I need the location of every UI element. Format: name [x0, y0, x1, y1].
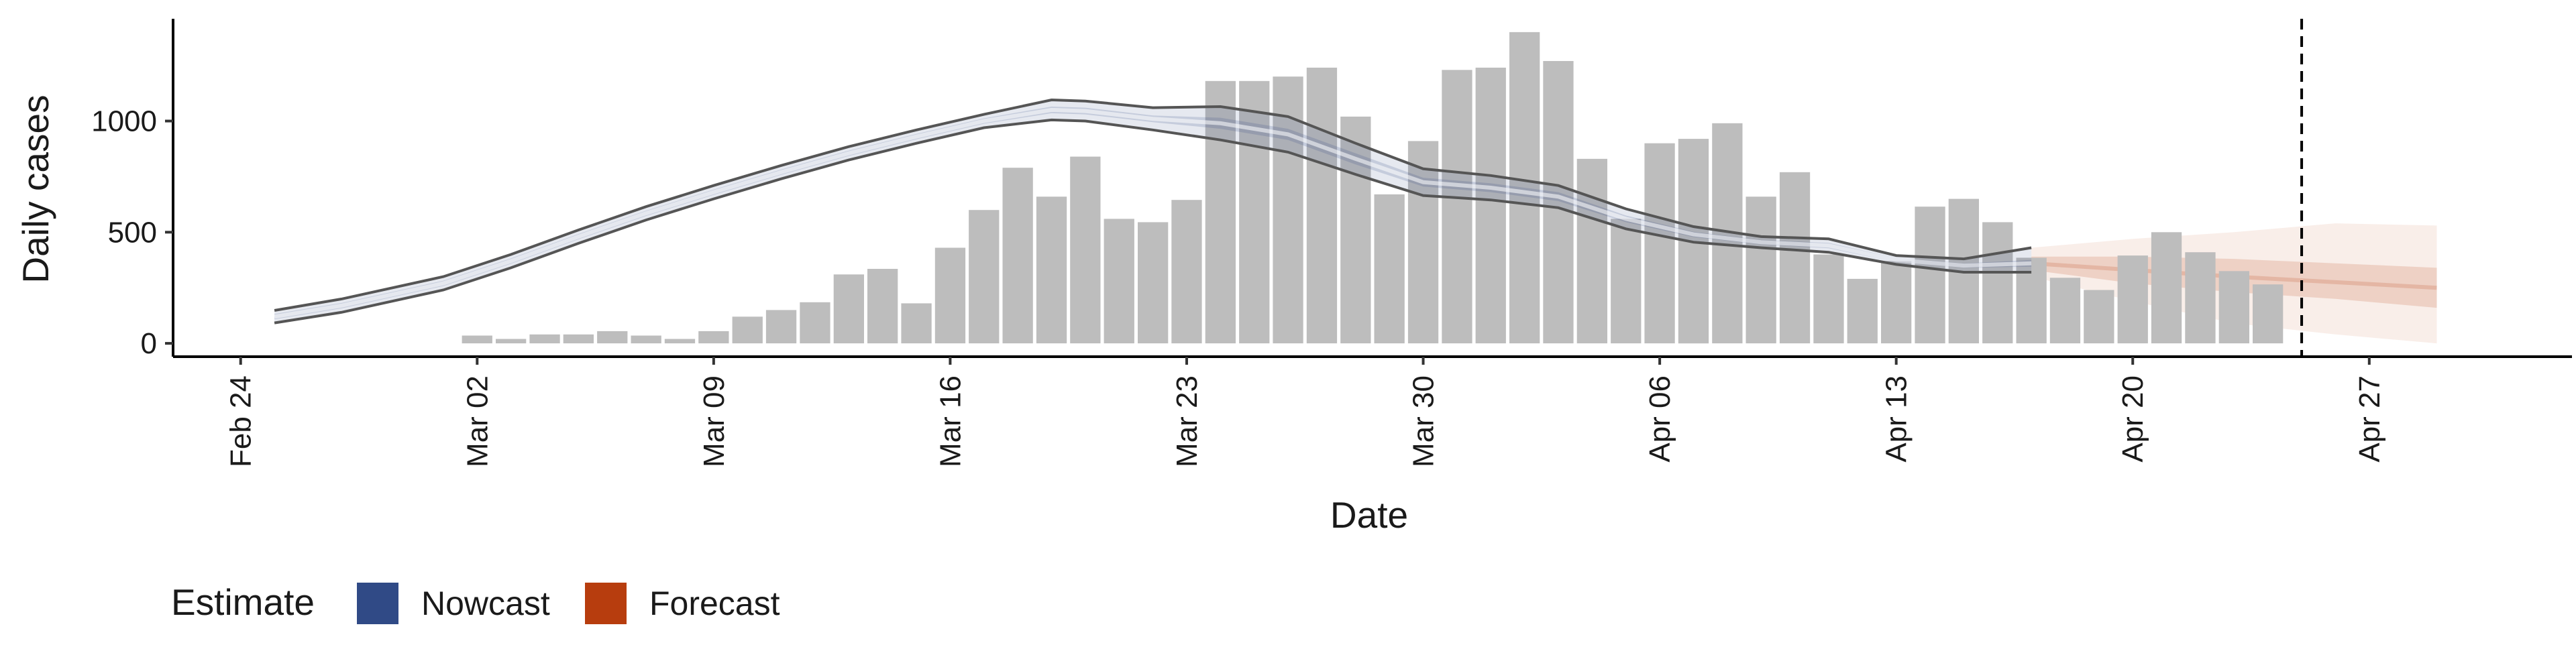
bar: [1171, 200, 1202, 344]
bar: [462, 335, 492, 344]
nowcast-median-line: [274, 107, 2032, 319]
bar: [1239, 80, 1270, 344]
bar: [833, 274, 864, 344]
bar: [2117, 255, 2148, 344]
bar: [1881, 261, 1912, 344]
bar: [1915, 207, 1945, 344]
legend: Estimate Nowcast Forecast: [171, 581, 780, 624]
nowcast-upper-bound-line: [274, 98, 2032, 312]
x-tick-label: Mar 23: [1171, 375, 1203, 467]
y-tick-label: 1000: [91, 105, 157, 138]
bar: [1306, 67, 1338, 344]
legend-label-nowcast: Nowcast: [421, 585, 550, 622]
x-tick-label: Apr 20: [2116, 375, 2149, 463]
bar: [934, 247, 966, 344]
bar: [1475, 67, 1506, 344]
x-tick-label: Apr 27: [2353, 375, 2386, 463]
bar: [2151, 232, 2182, 344]
x-tick-label: Apr 06: [1644, 375, 1676, 463]
y-axis-title: Daily cases: [15, 95, 56, 283]
bar: [1746, 196, 1776, 344]
bar: [969, 210, 1000, 344]
x-tick-label: Feb 24: [225, 375, 258, 467]
y-tick-label: 0: [141, 327, 157, 360]
bar: [1374, 194, 1405, 344]
bar: [496, 339, 527, 344]
x-tick-label: Mar 02: [461, 375, 494, 467]
bar: [1070, 156, 1101, 344]
legend-key-forecast: [585, 583, 627, 624]
bar: [1509, 32, 1540, 344]
bar: [1442, 70, 1472, 344]
bars-layer: [462, 32, 2284, 344]
bar: [1611, 219, 1642, 344]
bar: [1104, 219, 1134, 344]
bar: [1847, 278, 1878, 344]
x-tick-label: Mar 30: [1407, 375, 1440, 467]
bar: [1779, 172, 1811, 344]
x-axis-title: Date: [1330, 494, 1408, 536]
bar: [1543, 61, 1574, 344]
bar: [1138, 222, 1169, 344]
legend-key-nowcast: [357, 583, 398, 624]
bar: [2253, 284, 2284, 344]
bar: [2218, 271, 2249, 344]
bar: [1036, 196, 1067, 344]
bar: [1002, 168, 1033, 344]
bar: [1982, 222, 2013, 344]
bar: [698, 331, 729, 344]
nowcast-layer: [274, 98, 2032, 325]
nowcast-lower-bound-line: [274, 118, 2032, 325]
bar: [901, 303, 932, 344]
bar: [664, 339, 696, 344]
x-tick-label: Apr 13: [1880, 375, 1913, 463]
bar: [1576, 158, 1607, 344]
bar: [563, 334, 594, 344]
y-tick-label: 500: [108, 216, 157, 249]
bar: [1407, 141, 1439, 344]
bar: [597, 331, 628, 344]
bar: [529, 334, 560, 344]
bar: [800, 302, 830, 344]
bar: [2185, 252, 2216, 344]
x-axis-ticks: Feb 24 Mar 02 Mar 09 Mar 16 Mar 23 Mar 30 Apr …: [225, 357, 2386, 467]
bar: [1644, 143, 1675, 344]
x-tick-label: Mar 16: [934, 375, 967, 467]
bar: [1813, 254, 1844, 344]
bar: [765, 310, 797, 344]
x-tick-label: Mar 09: [698, 375, 731, 467]
legend-title: Estimate: [171, 581, 315, 623]
legend-label-forecast: Forecast: [649, 585, 780, 622]
bar: [2084, 290, 2114, 344]
bar: [732, 316, 763, 344]
y-axis-ticks: 0 500 1000: [91, 105, 173, 360]
bar: [867, 269, 898, 344]
bar: [631, 335, 661, 344]
bar: [2049, 278, 2081, 344]
